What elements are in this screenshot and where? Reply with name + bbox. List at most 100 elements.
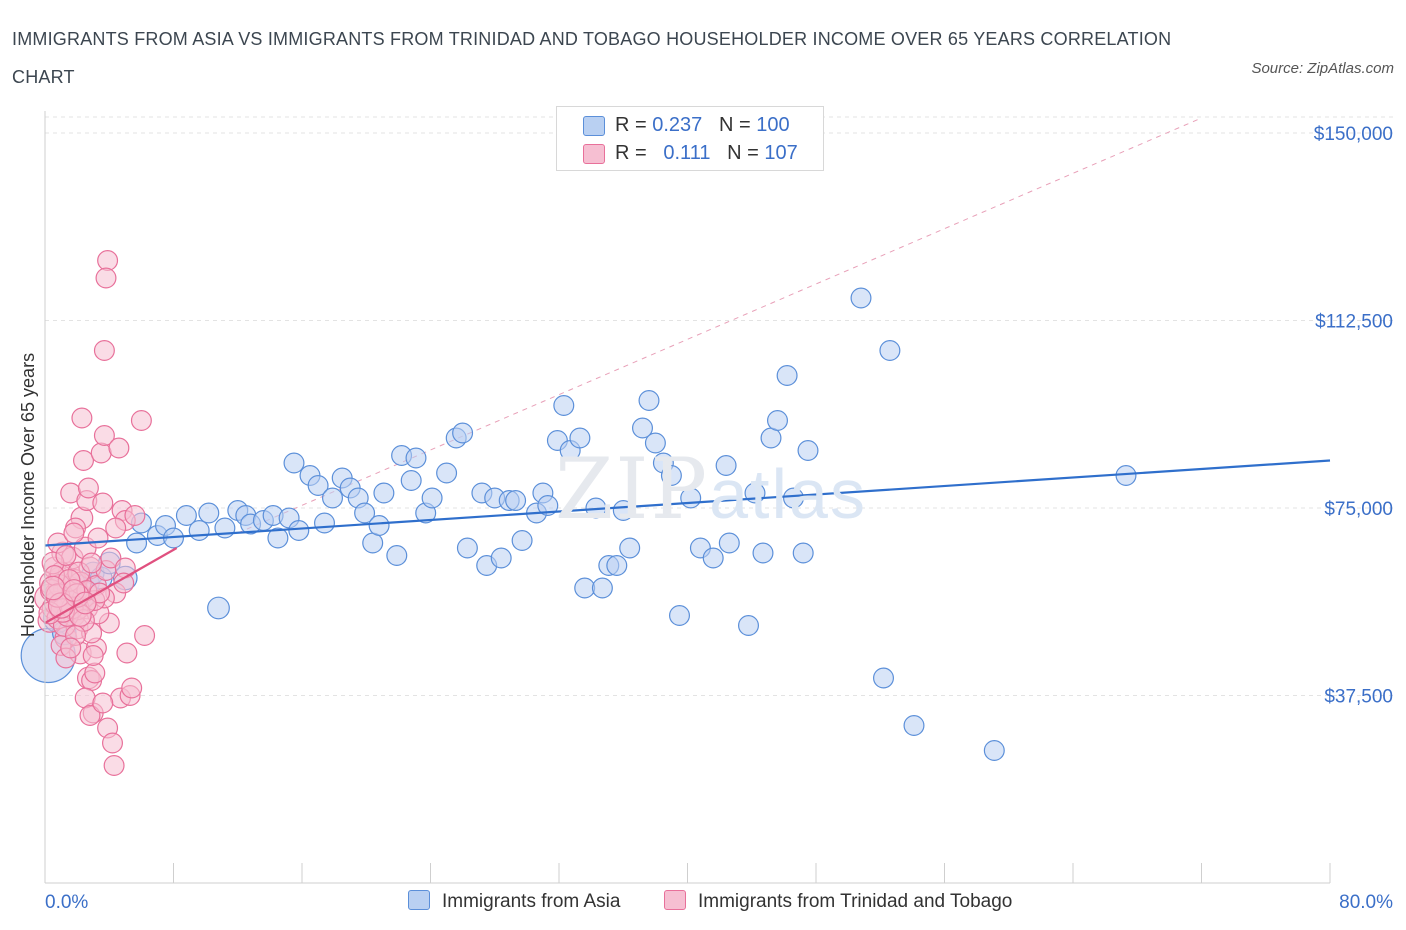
asia-point-41 — [368, 514, 390, 536]
legend-n-label-tt: N = — [727, 142, 765, 164]
asia-point-34 — [314, 512, 336, 534]
tt-point-78 — [63, 522, 85, 544]
bottom-legend-asia: Immigrants from Asia — [408, 890, 620, 913]
asia-point-71 — [606, 554, 628, 576]
asia-point-92 — [792, 542, 814, 564]
legend-swatch-asia — [583, 116, 605, 136]
tick-labels: $37,500 $75,000 $112,500 $150,000 0.0% 80.0% H… — [18, 124, 1393, 913]
asia-point-33 — [307, 475, 329, 497]
legend-n-asia: 100 — [756, 114, 790, 136]
asia-point-72 — [612, 500, 634, 522]
chart-title: IMMIGRANTS FROM ASIA VS IMMIGRANTS FROM … — [12, 29, 1172, 87]
asia-point-18 — [175, 505, 197, 527]
asia-point-30 — [283, 452, 305, 474]
y-tick-label-1: $75,000 — [1324, 499, 1393, 520]
axes — [44, 111, 1331, 884]
asia-point-82 — [702, 547, 724, 569]
tt-point-33 — [84, 662, 106, 684]
asia-point-59 — [511, 529, 533, 551]
tt-point-55 — [116, 642, 138, 664]
asia-point-48 — [421, 487, 443, 509]
bottom-swatch-asia — [408, 890, 430, 910]
tt-point-80 — [82, 644, 104, 666]
tt-point-65 — [92, 692, 114, 714]
tt-point-59 — [130, 410, 152, 432]
tt-point-94 — [55, 544, 77, 566]
tt-point-38 — [93, 425, 115, 447]
asia-point-74 — [631, 417, 653, 439]
asia-point-85 — [737, 614, 759, 636]
y-tick-label-2: $112,500 — [1315, 312, 1393, 333]
tt-point-50 — [71, 407, 93, 429]
tt-point-42 — [100, 547, 122, 569]
asia-point-69 — [591, 577, 613, 599]
legend-r-asia: 0.237 — [652, 114, 703, 136]
asia-point-97 — [903, 714, 925, 736]
asia-point-87 — [752, 542, 774, 564]
asia-point-39 — [354, 502, 376, 524]
tt-point-35 — [87, 527, 109, 549]
asia-point-56 — [490, 547, 512, 569]
source-label: Source: ZipAtlas.com — [1251, 60, 1394, 77]
asia-point-64 — [553, 395, 575, 417]
asia-point-96 — [879, 340, 901, 362]
bottom-legend-label-tt: Immigrants from Trinidad and Tobago — [698, 891, 1013, 912]
asia-point-43 — [386, 544, 408, 566]
legend-n-label-asia: N = — [718, 114, 757, 136]
asia-point-84 — [718, 532, 740, 554]
tt-point-64 — [79, 704, 101, 726]
asia-point-40 — [362, 532, 384, 554]
legend-text-asia: R = 0.237 N = 100 — [615, 114, 790, 137]
watermark-atlas: atlas — [709, 455, 867, 533]
x-tick-label-1: 80.0% — [1339, 892, 1393, 913]
tt-point-52 — [97, 250, 119, 272]
asia-point-76 — [644, 432, 666, 454]
tt-point-44 — [103, 754, 125, 776]
tt-point-58 — [124, 505, 146, 527]
asia-point-66 — [569, 427, 591, 449]
asia-point-83 — [715, 455, 737, 477]
asia-point-98 — [983, 739, 1005, 761]
asia-point-35 — [322, 487, 344, 509]
asia-point-73 — [619, 537, 641, 559]
tt-point-53 — [95, 267, 117, 289]
asia-point-45 — [400, 470, 422, 492]
bottom-legend-label-asia: Immigrants from Asia — [442, 891, 621, 912]
legend-n-tt: 107 — [764, 142, 798, 164]
tt-point-46 — [108, 437, 130, 459]
tt-point-96 — [81, 552, 103, 574]
x-tick-label-0: 0.0% — [45, 892, 88, 913]
asia-point-89 — [766, 410, 788, 432]
asia-point-21 — [207, 596, 230, 620]
legend-text-tt: R = 0.111 N = 107 — [615, 142, 798, 165]
asia-point-52 — [456, 537, 478, 559]
asia-point-42 — [373, 482, 395, 504]
tt-point-36 — [90, 442, 112, 464]
asia-point-79 — [668, 604, 690, 626]
y-axis-label: Householder Income Over 65 years — [18, 353, 38, 637]
legend-swatch-tt — [583, 144, 605, 164]
trend-lines — [44, 459, 1331, 624]
asia-point-13 — [126, 532, 148, 554]
legend-r-tt: 0.111 — [663, 142, 711, 164]
series-tt-points — [34, 250, 156, 776]
stats-legend: R = 0.237 N = 100 R = 0.111 N = 107 — [556, 106, 824, 171]
watermark-zip: ZIP — [555, 440, 710, 538]
gridlines — [45, 116, 1395, 696]
asia-point-51 — [452, 422, 474, 444]
tt-point-63 — [74, 687, 96, 709]
tt-point-98 — [60, 637, 82, 659]
y-tick-label-0: $37,500 — [1324, 687, 1393, 708]
tt-point-51 — [93, 340, 115, 362]
tt-point-57 — [121, 677, 143, 699]
bottom-swatch-tt — [664, 890, 686, 910]
bottom-legend-tt: Immigrants from Trinidad and Tobago — [664, 890, 1012, 913]
asia-point-93 — [797, 440, 819, 462]
asia-point-49 — [436, 462, 458, 484]
tt-point-37 — [92, 492, 114, 514]
legend-r-label-tt: R = — [615, 142, 653, 164]
asia-point-78 — [660, 465, 682, 487]
asia-point-28 — [267, 527, 289, 549]
y-tick-label-3: $150,000 — [1314, 124, 1393, 145]
